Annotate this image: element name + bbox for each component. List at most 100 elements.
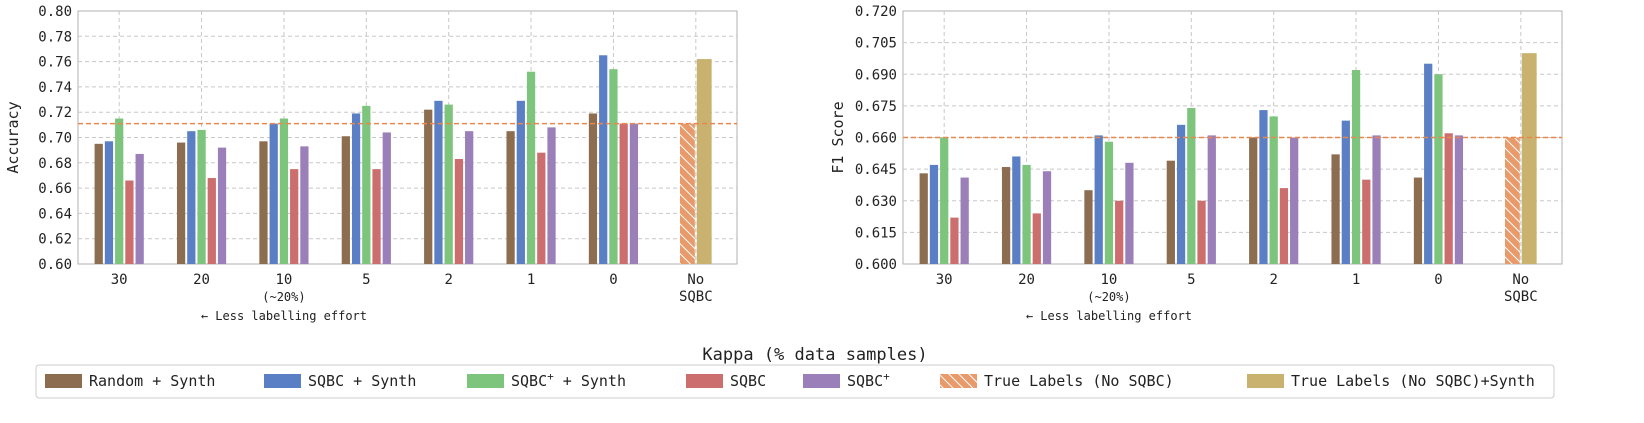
y-tick-label: 0.60: [38, 257, 72, 273]
x-tick-label: 0: [609, 272, 617, 288]
x-tick-label: 10: [1101, 272, 1118, 288]
bar: [1176, 124, 1186, 264]
accuracy-chart: 0.60 0.62 0.64 0.66 0.68 0.70 0.72 0.74 0.76 0.78…: [4, 4, 738, 323]
x-tick-note: (~20%): [262, 290, 305, 304]
bar: [1351, 70, 1361, 265]
legend-swatch: [940, 374, 977, 388]
x-tick-label: No: [687, 272, 704, 288]
bar: [279, 118, 289, 265]
bar: [300, 146, 309, 264]
bar: [1413, 177, 1423, 264]
bar-true-labels: [679, 123, 695, 265]
x-tick-label: 0: [1434, 272, 1442, 288]
legend-label: SQBC+ + Synth: [511, 370, 626, 390]
bar: [506, 131, 515, 264]
bar: [1094, 135, 1103, 264]
bar: [1434, 74, 1443, 264]
arrow-note: ← Less labelling effort: [201, 309, 367, 323]
bar: [1125, 162, 1134, 264]
legend-swatch: [264, 374, 301, 388]
bar: [207, 177, 216, 264]
bar: [1424, 63, 1433, 265]
bar: [1269, 116, 1278, 265]
bar-true-labels-synth: [696, 59, 712, 264]
bar: [115, 118, 124, 265]
legend-swatch: [45, 374, 82, 388]
bar: [1290, 137, 1299, 264]
bar: [526, 71, 536, 264]
bar: [1454, 135, 1464, 264]
y-tick-label: 0.64: [38, 206, 72, 222]
legend-swatch: [467, 374, 504, 388]
arrow-note: ← Less labelling effort: [1026, 309, 1192, 323]
legend-label: Random + Synth: [89, 372, 215, 390]
y-tick-label: 0.74: [38, 80, 72, 96]
x-tick-label: 20: [193, 272, 210, 288]
bar-true-labels-synth: [1521, 53, 1537, 264]
x-tick-label: SQBC: [1504, 289, 1538, 305]
legend-label: SQBC + Synth: [308, 372, 416, 390]
f1-score-chart: 0.600 0.615 0.630 0.645 0.660 0.675 0.690 0.705…: [829, 4, 1563, 323]
bar: [1032, 213, 1041, 264]
bar: [1001, 167, 1011, 264]
x-tick-label: 2: [444, 272, 452, 288]
y-tick-label: 0.720: [855, 4, 897, 20]
y-tick-label: 0.660: [855, 131, 897, 147]
bar: [444, 104, 453, 264]
bar: [1362, 179, 1371, 264]
legend-label: True Labels (No SQBC): [984, 372, 1174, 390]
y-tick-label: 0.705: [855, 36, 897, 52]
y-tick-label: 0.62: [38, 232, 72, 248]
bar: [1012, 156, 1021, 264]
legend-swatch: [1247, 374, 1284, 388]
bar: [1444, 133, 1453, 264]
bar: [362, 105, 371, 264]
bar: [1115, 200, 1124, 264]
bar: [382, 132, 391, 264]
bar: [1249, 137, 1258, 264]
bar: [341, 136, 350, 264]
bar: [1341, 120, 1350, 264]
y-tick-label: 0.630: [855, 194, 897, 210]
y-axis-label: F1 Score: [829, 101, 847, 173]
bar: [135, 153, 144, 264]
bar: [537, 152, 546, 264]
bar: [1104, 141, 1114, 264]
bar: [516, 100, 525, 264]
bar: [217, 147, 227, 264]
x-tick-label: 2: [1269, 272, 1277, 288]
bar: [1187, 107, 1196, 264]
bar: [1331, 154, 1340, 264]
y-tick-label: 0.76: [38, 55, 72, 71]
bar: [929, 164, 939, 264]
bar: [269, 123, 278, 265]
bar: [187, 131, 196, 264]
bar: [197, 129, 206, 264]
bar: [1259, 110, 1268, 264]
legend-label: True Labels (No SQBC)+Synth: [1291, 372, 1535, 390]
bar: [609, 69, 618, 264]
bar-true-labels: [1504, 137, 1520, 264]
bar: [1022, 164, 1031, 264]
y-tick-label: 0.80: [38, 4, 72, 20]
legend-swatch: [686, 374, 723, 388]
bar: [547, 127, 556, 264]
x-tick-label: 10: [276, 272, 293, 288]
x-tick-label: 5: [362, 272, 370, 288]
bar: [619, 123, 628, 265]
y-tick-label: 0.615: [855, 225, 897, 241]
bar: [919, 173, 928, 264]
bar: [434, 100, 443, 264]
y-tick-label: 0.66: [38, 181, 72, 197]
y-axis-label: Accuracy: [4, 101, 22, 173]
x-tick-label: 20: [1018, 272, 1035, 288]
bar: [424, 109, 433, 264]
bar: [588, 113, 598, 264]
x-tick-label: 5: [1187, 272, 1195, 288]
x-tick-label: No: [1512, 272, 1529, 288]
bar: [1279, 188, 1289, 264]
x-axis-label: Kappa (% data samples): [702, 345, 927, 365]
bar: [950, 217, 959, 264]
bar: [176, 142, 186, 264]
bar: [259, 141, 268, 264]
